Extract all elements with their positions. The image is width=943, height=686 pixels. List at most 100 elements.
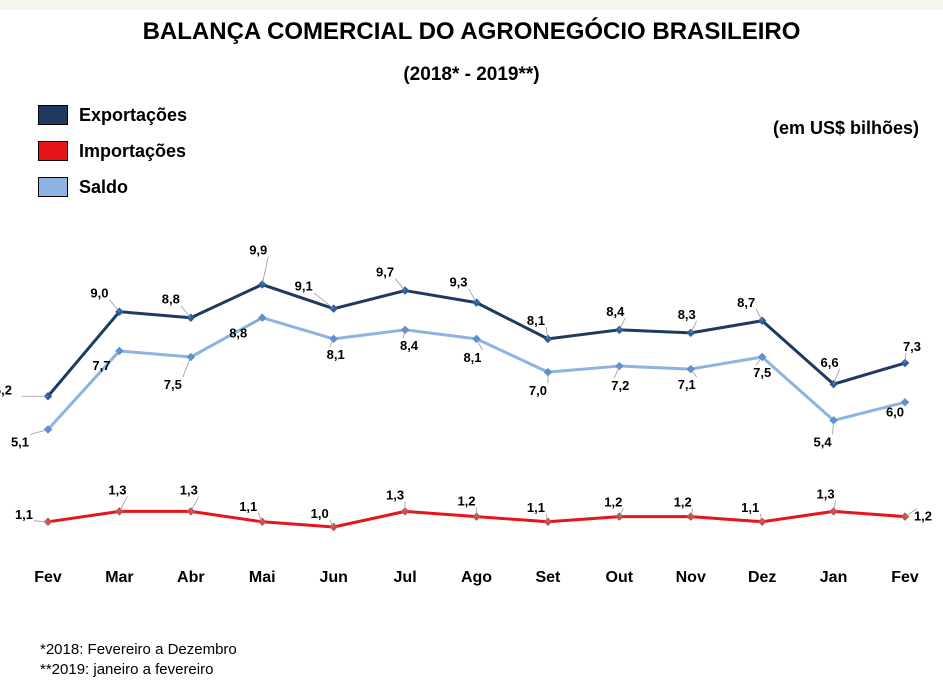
data-label-s2-9: 7,1 (678, 377, 696, 392)
data-label-s0-3: 9,9 (249, 243, 267, 258)
label-leader-s0-2 (180, 305, 192, 318)
footnotes: *2018: Fevereiro a Dezembro **2019: jane… (40, 640, 237, 680)
x-tick-label-2: Abr (177, 569, 205, 586)
data-label-s2-7: 7,0 (529, 383, 547, 398)
legend-item-exportacoes: Exportações (38, 97, 187, 133)
data-label-s2-12: 6,0 (886, 404, 904, 419)
data-label-s1-10: 1,1 (741, 500, 759, 515)
data-label-s0-9: 8,3 (678, 307, 696, 322)
data-label-s2-6: 8,1 (463, 350, 481, 365)
data-point-s1-2 (186, 507, 196, 516)
label-leader-s0-8 (618, 317, 626, 330)
footnote-2018: *2018: Fevereiro a Dezembro (40, 641, 237, 658)
label-leader-s2-6 (476, 338, 483, 351)
data-label-s1-6: 1,2 (457, 494, 475, 509)
label-leader-s1-8 (618, 508, 624, 517)
legend-swatch-importacoes (38, 141, 68, 161)
label-leader-s0-1 (109, 299, 120, 312)
label-leader-s2-0 (29, 429, 49, 435)
label-leader-s2-10 (755, 356, 763, 366)
label-leader-s2-5 (402, 329, 406, 338)
x-tick-label-1: Mar (105, 569, 133, 586)
chart-title: BALANÇA COMERCIAL DO AGRONEGÓCIO BRASILE… (142, 18, 801, 45)
label-leader-s0-7 (545, 326, 549, 339)
data-point-s1-1 (115, 507, 124, 516)
data-label-s1-4: 1,0 (311, 506, 329, 521)
x-tick-label-6: Ago (461, 569, 492, 586)
data-label-s0-12: 7,3 (903, 339, 921, 354)
data-label-s0-11: 6,6 (821, 355, 839, 370)
label-leader-s0-5 (394, 278, 406, 291)
label-leader-s2-3 (248, 317, 263, 327)
label-leader-s1-7 (545, 513, 549, 522)
label-leader-s1-12 (904, 508, 918, 517)
x-tick-label-9: Nov (676, 569, 706, 586)
data-label-s0-7: 8,1 (527, 313, 545, 328)
data-label-s1-12: 1,2 (914, 509, 932, 524)
data-label-s1-11: 1,3 (817, 486, 835, 501)
chart-subtitle: (2018* - 2019**) (403, 64, 540, 85)
legend-label-saldo: Saldo (79, 176, 129, 197)
label-leader-s0-6 (468, 288, 477, 303)
x-tick-label-7: Set (535, 569, 561, 586)
data-label-s1-2: 1,3 (180, 482, 198, 497)
label-leader-s2-11 (832, 420, 834, 435)
label-leader-s1-9 (690, 508, 694, 517)
top-band (0, 0, 943, 10)
legend-swatch-exportacoes (38, 105, 68, 125)
x-tick-label-3: Mai (249, 569, 276, 586)
label-leader-s2-1 (111, 350, 120, 359)
label-leader-s1-2 (190, 496, 200, 512)
label-leader-s1-4 (329, 519, 335, 528)
label-leader-s0-3 (261, 256, 269, 285)
data-label-s2-10: 7,5 (753, 365, 771, 380)
data-label-s2-3: 8,8 (229, 326, 247, 341)
legend-item-saldo: Saldo (38, 169, 187, 205)
data-label-s2-2: 7,5 (164, 377, 182, 392)
x-tick-label-5: Jul (394, 569, 417, 586)
data-label-s0-0: 6,2 (0, 382, 12, 397)
label-leader-s2-9 (690, 368, 698, 378)
data-label-s0-2: 8,8 (162, 292, 180, 307)
data-label-s2-0: 5,1 (11, 434, 29, 449)
data-label-s0-5: 9,7 (376, 265, 394, 280)
legend-item-importacoes: Importações (38, 133, 187, 169)
label-leader-s1-1 (119, 496, 128, 512)
legend-label-importacoes: Importações (79, 140, 187, 161)
unit-label: (em US$ bilhões) (772, 118, 919, 138)
data-label-s0-6: 9,3 (449, 275, 467, 290)
data-label-s0-1: 9,0 (90, 286, 108, 301)
data-label-s2-8: 7,2 (611, 378, 629, 393)
legend: Exportações Importações Saldo (38, 97, 187, 205)
x-tick-label-4: Jun (319, 569, 347, 586)
label-leader-s1-10 (759, 513, 763, 522)
label-leader-s2-4 (329, 338, 335, 348)
data-point-s1-11 (829, 507, 838, 516)
data-label-s0-8: 8,4 (606, 304, 625, 319)
data-label-s1-7: 1,1 (527, 500, 545, 515)
data-label-s1-3: 1,1 (239, 499, 257, 514)
x-tick-label-0: Fev (34, 569, 62, 586)
legend-label-exportacoes: Exportações (79, 104, 188, 125)
label-leader-s1-3 (257, 512, 263, 522)
data-label-s0-10: 8,7 (737, 295, 755, 310)
label-leader-s0-10 (755, 308, 763, 321)
x-tick-label-12: Fev (891, 569, 919, 586)
label-leader-s0-9 (690, 320, 698, 334)
label-leader-s0-12 (904, 353, 907, 364)
data-label-s2-4: 8,1 (327, 347, 345, 362)
label-leader-s0-4 (313, 292, 334, 309)
data-label-s1-9: 1,2 (674, 495, 692, 510)
label-leader-s0-11 (833, 369, 840, 385)
label-leader-s2-2 (182, 356, 192, 378)
data-label-s2-5: 8,4 (400, 338, 419, 353)
legend-swatch-saldo (38, 177, 68, 197)
footnote-2019: **2019: janeiro a fevereiro (40, 661, 214, 678)
x-tick-label-10: Dez (748, 569, 776, 586)
data-label-s1-0: 1,1 (15, 507, 33, 522)
data-label-s1-8: 1,2 (604, 495, 622, 510)
x-tick-label-8: Out (606, 569, 634, 586)
data-label-s0-4: 9,1 (295, 279, 313, 294)
data-label-s1-1: 1,3 (108, 482, 126, 497)
